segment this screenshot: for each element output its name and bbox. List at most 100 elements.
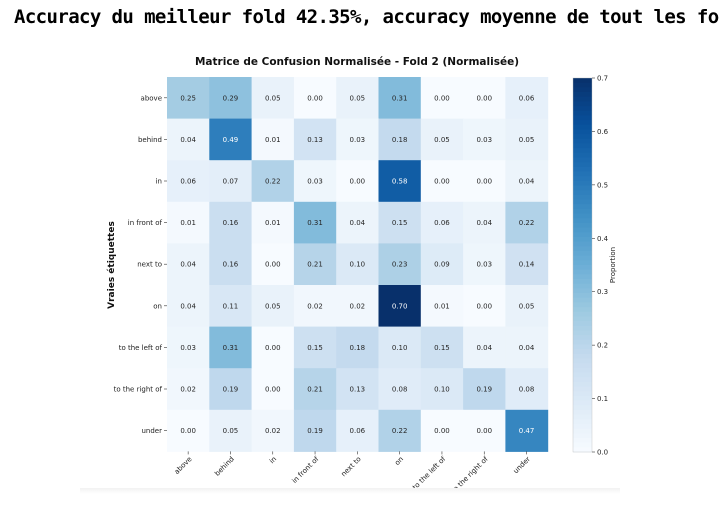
- heatmap-cell: [167, 77, 210, 120]
- cell-label: 0.10: [434, 386, 450, 394]
- y-tick-label: in front of: [128, 219, 163, 227]
- heatmap-cell: [378, 409, 422, 452]
- cell-label: 0.22: [392, 427, 408, 435]
- heatmap-cell: [167, 326, 210, 369]
- cell-label: 0.04: [476, 219, 492, 227]
- colorbar-segment: [573, 129, 592, 135]
- cell-label: 0.05: [519, 302, 535, 310]
- colorbar-segment: [573, 78, 592, 84]
- heatmap-cell: [293, 285, 337, 328]
- colorbar-segment: [573, 241, 592, 247]
- heatmap-cell: [251, 243, 295, 286]
- heatmap-cell: [378, 160, 422, 203]
- cell-label: 0.09: [434, 261, 450, 269]
- colorbar-segment: [573, 311, 592, 318]
- colorbar-segment: [573, 358, 592, 364]
- colorbar-tick-label: 0.3: [597, 288, 608, 296]
- cell-label: 0.05: [223, 427, 239, 435]
- y-tick-label: in: [156, 178, 162, 186]
- heatmap-cell: [378, 326, 422, 369]
- heatmap-cell: [167, 160, 210, 203]
- cell-label: 0.04: [350, 219, 366, 227]
- heatmap-cell: [209, 285, 253, 328]
- y-tick-label: to the right of: [114, 386, 163, 394]
- colorbar-segment: [573, 96, 592, 102]
- cell-label: 0.15: [434, 344, 450, 352]
- heatmap-cell: [420, 160, 464, 203]
- colorbar-segment: [573, 339, 592, 346]
- colorbar-segment: [573, 171, 592, 177]
- heatmap-cell: [209, 326, 253, 369]
- colorbar-segment: [573, 423, 592, 430]
- heatmap-cell: [293, 243, 337, 286]
- cell-label: 0.03: [476, 136, 492, 144]
- colorbar-segment: [573, 152, 592, 159]
- colorbar-segment: [573, 232, 592, 238]
- cell-label: 0.03: [307, 178, 323, 186]
- cell-label: 0.04: [519, 178, 535, 186]
- colorbar-tick-label: 0.1: [597, 395, 608, 403]
- cell-label: 0.13: [307, 136, 323, 144]
- cell-label: 0.00: [476, 427, 492, 435]
- heatmap-cell: [463, 285, 506, 328]
- colorbar-tick-label: 0.4: [597, 235, 609, 243]
- cell-label: 0.05: [265, 302, 281, 310]
- colorbar-segment: [573, 190, 592, 196]
- cell-label: 0.06: [519, 94, 535, 102]
- colorbar-tick-label: 0.5: [597, 181, 608, 189]
- colorbar-segment: [573, 260, 592, 266]
- colorbar-segment: [573, 279, 592, 285]
- cell-label: 0.00: [350, 178, 366, 186]
- colorbar-segment: [573, 227, 592, 233]
- heatmap-cell: [505, 243, 549, 286]
- cell-label: 0.31: [307, 219, 323, 227]
- heatmap-cell: [336, 201, 379, 244]
- colorbar-segment: [573, 349, 592, 355]
- colorbar-segment: [573, 302, 592, 308]
- cell-label: 0.04: [476, 344, 492, 352]
- colorbar-segment: [573, 236, 592, 243]
- colorbar-segment: [573, 316, 592, 322]
- heatmap-cell: [463, 409, 506, 452]
- y-tick-label: to the left of: [119, 344, 163, 352]
- colorbar-segment: [573, 92, 592, 98]
- heatmap-cell: [167, 368, 210, 411]
- heatmap-cell: [463, 326, 506, 369]
- heatmap-cell: [336, 326, 379, 369]
- cell-label: 0.00: [307, 94, 323, 102]
- heatmap-cell: [505, 160, 549, 203]
- colorbar-segment: [573, 115, 592, 121]
- heatmap-cell: [251, 118, 295, 161]
- heatmap-cell: [251, 409, 295, 452]
- cell-label: 0.04: [180, 302, 196, 310]
- colorbar-frame: [572, 77, 593, 453]
- colorbar-segment: [573, 363, 592, 369]
- cell-label: 0.02: [307, 302, 323, 310]
- colorbar-segment: [573, 82, 592, 88]
- heatmap-cell: [463, 160, 506, 203]
- heatmap-cell: [209, 409, 253, 452]
- x-tick-label: in front of: [291, 455, 321, 485]
- colorbar-segment: [573, 381, 592, 388]
- cell-label: 0.58: [392, 178, 408, 186]
- heatmap-cell: [209, 201, 253, 244]
- cell-label: 0.08: [519, 386, 535, 394]
- cell-label: 0.02: [180, 386, 196, 394]
- colorbar-segment: [573, 199, 592, 205]
- cell-label: 0.10: [392, 344, 408, 352]
- heatmap-cell: [463, 243, 506, 286]
- colorbar-segment: [573, 106, 592, 112]
- heatmap-cell: [293, 409, 337, 452]
- heatmap-cell: [463, 368, 506, 411]
- cell-label: 0.05: [265, 94, 281, 102]
- heatmap-cell: [336, 160, 379, 203]
- heatmap-cell: [505, 368, 549, 411]
- heatmap-cell: [378, 368, 422, 411]
- colorbar-segment: [573, 307, 592, 313]
- cell-label: 0.22: [519, 219, 535, 227]
- heatmap-cell: [209, 118, 253, 161]
- colorbar-segment: [573, 208, 592, 215]
- cell-label: 0.06: [434, 219, 450, 227]
- colorbar-segment: [573, 120, 592, 126]
